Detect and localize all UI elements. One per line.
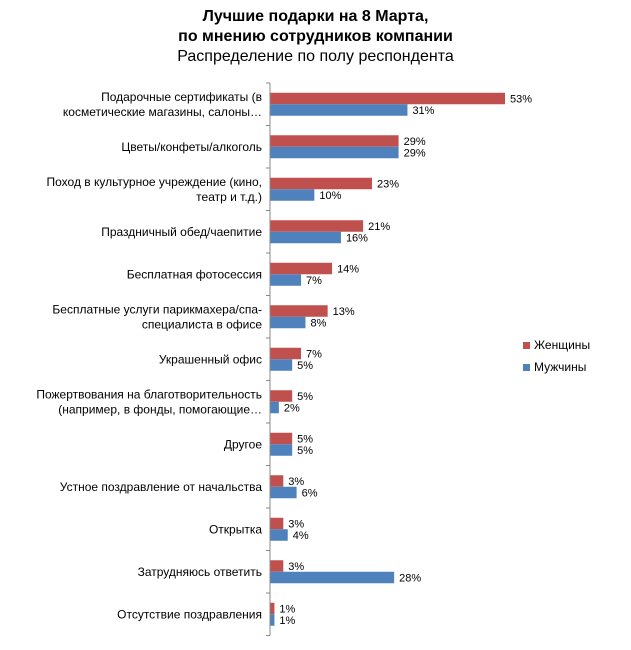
plot-area: Подарочные сертификаты (в косметические м… bbox=[36, 82, 532, 636]
data-label: 29% bbox=[404, 147, 426, 159]
data-label: 10% bbox=[319, 190, 341, 202]
data-label: 7% bbox=[306, 275, 322, 287]
category-label: Украшенный офис bbox=[159, 352, 262, 366]
data-label: 7% bbox=[306, 348, 322, 360]
bar-women bbox=[270, 432, 293, 445]
category-label: Бесплатные услуги парикмахера/спа-специа… bbox=[52, 302, 262, 331]
data-label: 6% bbox=[302, 487, 318, 499]
category-label: Цветы/конфеты/алкоголь bbox=[121, 140, 262, 154]
bar-women bbox=[270, 262, 333, 275]
bar-women bbox=[270, 390, 293, 402]
data-label: 3% bbox=[288, 518, 304, 530]
legend-swatch bbox=[523, 364, 530, 371]
bar-men bbox=[270, 104, 408, 116]
category-label: Другое bbox=[224, 437, 262, 451]
category-label: Отсутствие поздравления bbox=[117, 607, 262, 621]
bar-men bbox=[270, 231, 341, 244]
chart-subtitle: Распределение по полу респондента bbox=[177, 48, 454, 65]
bar-women bbox=[270, 602, 275, 615]
legend-label: Мужчины bbox=[534, 360, 586, 374]
data-label: 29% bbox=[404, 136, 426, 148]
bar-women bbox=[270, 475, 284, 487]
data-label: 53% bbox=[510, 93, 532, 105]
data-label: 3% bbox=[288, 561, 304, 573]
legend-swatch bbox=[523, 342, 530, 349]
bar-men bbox=[270, 146, 399, 159]
bar-women bbox=[270, 220, 364, 232]
data-label: 5% bbox=[297, 445, 313, 457]
bar-men bbox=[270, 274, 302, 286]
bar-women bbox=[270, 560, 284, 572]
data-label: 13% bbox=[333, 306, 355, 318]
bar-men bbox=[270, 614, 275, 626]
category-label: Открытка bbox=[209, 522, 262, 536]
bar-women bbox=[270, 517, 284, 530]
bar-men bbox=[270, 316, 306, 329]
bar-men bbox=[270, 444, 293, 456]
data-label: 14% bbox=[337, 263, 359, 275]
legend-label: Женщины bbox=[534, 338, 590, 352]
bar-men bbox=[270, 486, 297, 499]
data-label: 8% bbox=[310, 317, 326, 329]
data-label: 4% bbox=[293, 530, 309, 542]
bar-women bbox=[270, 92, 505, 105]
data-label: 5% bbox=[297, 360, 313, 372]
bar-men bbox=[270, 401, 279, 414]
bar-women bbox=[270, 135, 399, 147]
bar-men bbox=[270, 189, 315, 201]
data-label: 16% bbox=[346, 232, 368, 244]
chart-title: Лучшие подарки на 8 Марта, bbox=[202, 8, 429, 25]
category-label: Поход в культурное учреждение (кино, теат… bbox=[47, 175, 263, 204]
bar-women bbox=[270, 305, 328, 317]
bar-women bbox=[270, 177, 372, 190]
data-label: 28% bbox=[399, 572, 421, 584]
data-label: 1% bbox=[279, 603, 295, 615]
data-label: 2% bbox=[284, 402, 300, 414]
data-label: 1% bbox=[279, 615, 295, 627]
data-label: 31% bbox=[412, 105, 434, 117]
category-label: Пожертвования на благотворительность (нап… bbox=[36, 387, 262, 416]
data-label: 23% bbox=[377, 178, 399, 190]
category-label: Бесплатная фотосессия bbox=[127, 267, 262, 281]
data-label: 21% bbox=[368, 221, 390, 233]
data-label: 5% bbox=[297, 391, 313, 403]
data-label: 3% bbox=[288, 476, 304, 488]
legend: Женщины Мужчины bbox=[523, 338, 590, 374]
bar-women bbox=[270, 347, 302, 360]
bar-men bbox=[270, 571, 395, 584]
bar-men bbox=[270, 359, 293, 371]
category-label: Праздничный обед/чаепитие bbox=[101, 225, 262, 239]
chart-title-line2: по мнению сотрудников компании bbox=[178, 28, 453, 45]
category-label: Подарочные сертификаты (в косметические м… bbox=[63, 90, 262, 119]
data-label: 5% bbox=[297, 433, 313, 445]
category-label: Затрудняюсь ответить bbox=[138, 565, 262, 579]
category-label: Устное поздравление от начальства bbox=[60, 480, 263, 494]
bar-men bbox=[270, 529, 288, 541]
